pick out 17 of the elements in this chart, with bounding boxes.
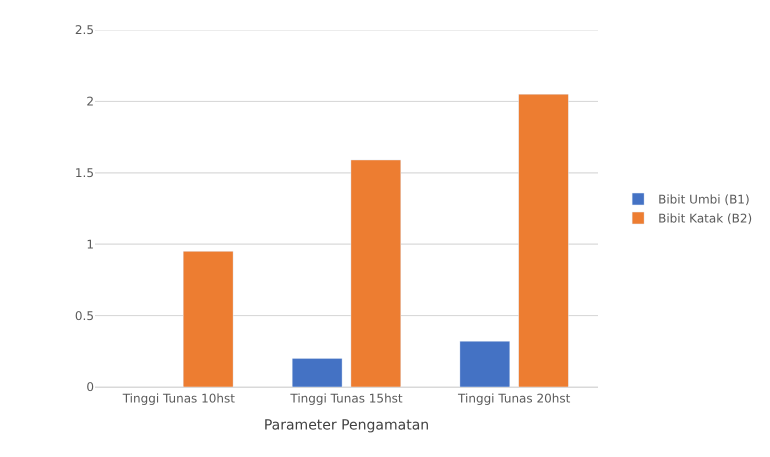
bar — [182, 251, 234, 387]
x-tick-label: Tinggi Tunas 10hst — [122, 391, 236, 406]
bar — [292, 358, 342, 387]
y-tick-label: 1.5 — [74, 166, 94, 180]
x-tick-label: Tinggi Tunas 15hst — [289, 391, 403, 406]
y-tick-label: 1 — [86, 237, 94, 252]
y-tick-label: 2 — [86, 94, 94, 109]
y-tick-label: 2.5 — [74, 23, 94, 38]
y-tick-label: 0 — [86, 380, 94, 394]
bar — [518, 94, 569, 387]
legend-label: Bibit Katak (B2) — [658, 212, 752, 226]
legend-label: Bibit Umbi (B1) — [658, 192, 750, 207]
x-axis-title: Parameter Pengamatan — [264, 418, 430, 434]
bar — [350, 160, 402, 387]
x-tick-label: Tinggi Tunas 20hst — [457, 391, 571, 406]
bar — [460, 341, 510, 387]
y-tick-label: 0.5 — [74, 308, 94, 323]
